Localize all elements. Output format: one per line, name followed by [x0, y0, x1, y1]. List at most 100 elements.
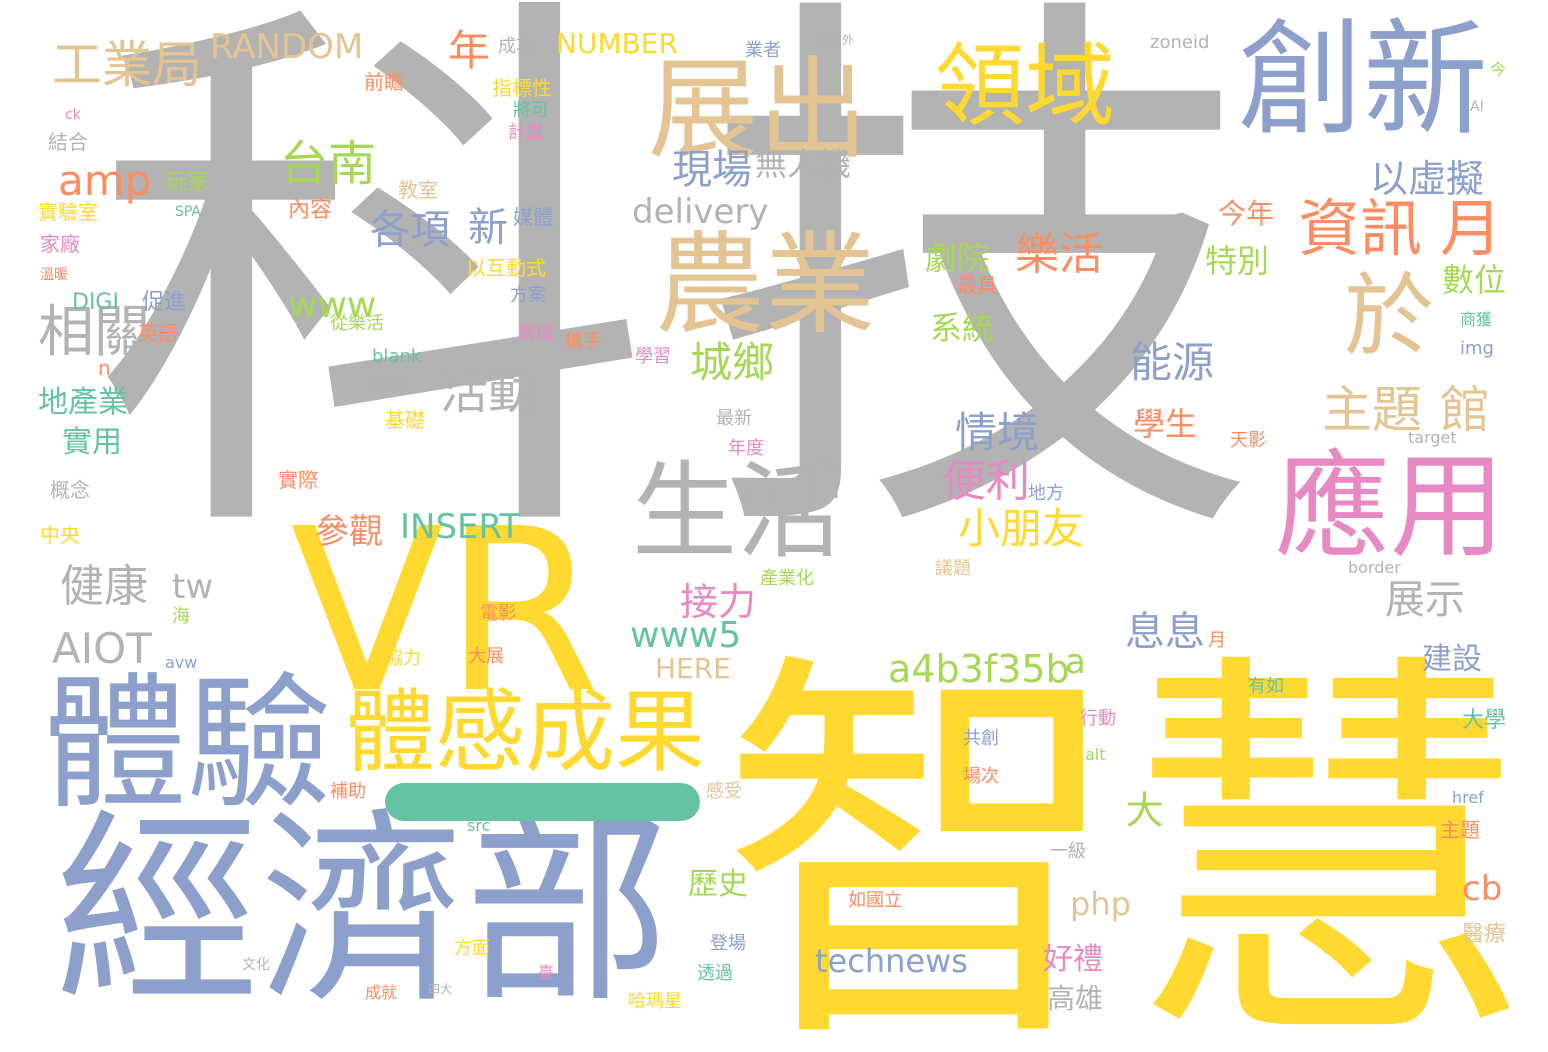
- cloud-word: 地方: [1028, 483, 1064, 504]
- cloud-word: 月: [1208, 630, 1226, 651]
- cloud-word: 工業局: [52, 36, 202, 94]
- cloud-word: img: [1460, 338, 1494, 359]
- cloud-word: 登場: [710, 933, 746, 954]
- cloud-word: 新: [468, 205, 508, 251]
- cloud-word: 實驗室: [38, 200, 98, 224]
- cloud-word: 溫暖: [40, 267, 68, 283]
- cloud-word: ck: [65, 107, 81, 123]
- cloud-word: 結合: [48, 130, 88, 154]
- cloud-word: border: [1348, 558, 1401, 577]
- cloud-word: 大學: [1462, 708, 1507, 733]
- cloud-word: 好禮: [1043, 942, 1103, 977]
- cloud-word: 於: [1328, 268, 1433, 358]
- cloud-word: SPA: [175, 204, 202, 220]
- cloud-word: 補助: [330, 781, 366, 802]
- cloud-word: avw: [165, 653, 198, 672]
- cloud-word: 主題: [1440, 818, 1480, 842]
- cloud-word: 大: [1119, 790, 1163, 828]
- cloud-word: 相關: [38, 300, 150, 365]
- cloud-word: 資訊: [1298, 192, 1423, 265]
- cloud-word: 方案: [510, 285, 546, 306]
- cloud-word: 成就: [365, 983, 398, 1002]
- cloud-word: 劇院: [925, 239, 990, 277]
- cloud-word: 概念: [50, 478, 90, 502]
- cloud-word: 天影: [1230, 430, 1266, 451]
- cloud-word: 參觀: [315, 512, 383, 552]
- cloud-word: a: [1065, 642, 1086, 682]
- cloud-word: 臺: [538, 963, 555, 982]
- cloud-word: 數位: [1442, 261, 1507, 299]
- dash-glyph: [385, 783, 700, 821]
- cloud-word: 體感成果: [345, 680, 705, 785]
- cloud-word: 業者: [745, 40, 781, 61]
- cloud-word: alt: [1085, 745, 1106, 764]
- cloud-word: 有如: [1248, 676, 1284, 697]
- cloud-word: src: [467, 816, 491, 835]
- cloud-word: 城鄉: [690, 338, 775, 387]
- cloud-word: 小朋友: [958, 504, 1085, 553]
- cloud-word: 應用: [1275, 440, 1506, 574]
- cloud-word: 息息: [1125, 609, 1205, 655]
- cloud-word: delivery: [632, 192, 769, 232]
- cloud-word: 共創: [963, 728, 999, 749]
- cloud-word: 電影: [480, 603, 516, 624]
- cloud-word: 智慧: [720, 621, 1530, 1052]
- cloud-word: 能源: [1130, 338, 1215, 387]
- cloud-word: 館: [1440, 381, 1490, 439]
- cloud-word: 媒體: [513, 205, 553, 229]
- cloud-word: 四大: [428, 982, 453, 996]
- cloud-word: 議題: [935, 558, 971, 579]
- cloud-word: tw: [172, 567, 214, 607]
- cloud-word: 玩家: [165, 170, 210, 195]
- cloud-word: 經濟部: [55, 793, 670, 1031]
- cloud-word: 實際: [278, 468, 318, 492]
- cloud-word: target: [1408, 428, 1457, 447]
- cloud-word: AI: [1470, 99, 1484, 115]
- cloud-word: 成功: [498, 36, 534, 57]
- cloud-word: 從樂活: [330, 313, 384, 334]
- cloud-word: 一級: [1050, 841, 1086, 862]
- cloud-word: 醫療: [1462, 922, 1507, 947]
- cloud-word: 最具: [957, 273, 997, 297]
- cloud-word: www: [288, 285, 377, 326]
- cloud-word: blank: [372, 346, 422, 367]
- cloud-word: 主題: [1322, 381, 1422, 439]
- cloud-word: 商獲: [1460, 310, 1493, 329]
- cloud-word: 建設: [1422, 642, 1482, 677]
- cloud-word: 生活: [632, 451, 843, 573]
- cloud-word: 特別: [1205, 242, 1270, 280]
- cloud-word: HERE: [655, 652, 731, 685]
- cloud-word: 內容外: [818, 33, 855, 47]
- cloud-word: cb: [1462, 869, 1503, 909]
- cloud-word: amp: [58, 156, 152, 205]
- cloud-word: INSERT: [400, 507, 521, 547]
- cloud-word: 實用: [62, 425, 122, 460]
- cloud-word: 將可: [513, 100, 549, 121]
- cloud-word: 學習: [635, 346, 671, 367]
- cloud-word: 創新: [1238, 8, 1488, 153]
- cloud-word: 產業化: [760, 568, 814, 589]
- cloud-word: 技: [700, 0, 1260, 606]
- cloud-word: NUMBER: [556, 27, 678, 60]
- cloud-word: 高雄: [1047, 982, 1104, 1015]
- cloud-word: 前瞻: [364, 70, 404, 94]
- cloud-word: 內容: [288, 198, 333, 223]
- cloud-word: 促進: [142, 290, 187, 315]
- cloud-word: 學生: [1133, 405, 1198, 443]
- cloud-word: 展出: [648, 46, 868, 174]
- cloud-word: 計畫: [508, 122, 544, 143]
- cloud-word: 指標性: [492, 76, 552, 100]
- cloud-word: 健康: [60, 561, 148, 612]
- cloud-word: 現場: [672, 147, 752, 193]
- cloud-word: AIOT: [52, 624, 152, 673]
- cloud-word: www5: [630, 615, 742, 656]
- cloud-word: 今: [1490, 60, 1507, 79]
- cloud-word: 年底: [372, 376, 408, 397]
- cloud-word: 海: [172, 606, 190, 627]
- cloud-word: php: [1070, 885, 1131, 923]
- cloud-word: 無人機: [755, 145, 852, 183]
- cloud-word: 系統: [930, 309, 995, 347]
- cloud-word: 情境: [955, 408, 1040, 457]
- cloud-word: 文化: [242, 957, 270, 973]
